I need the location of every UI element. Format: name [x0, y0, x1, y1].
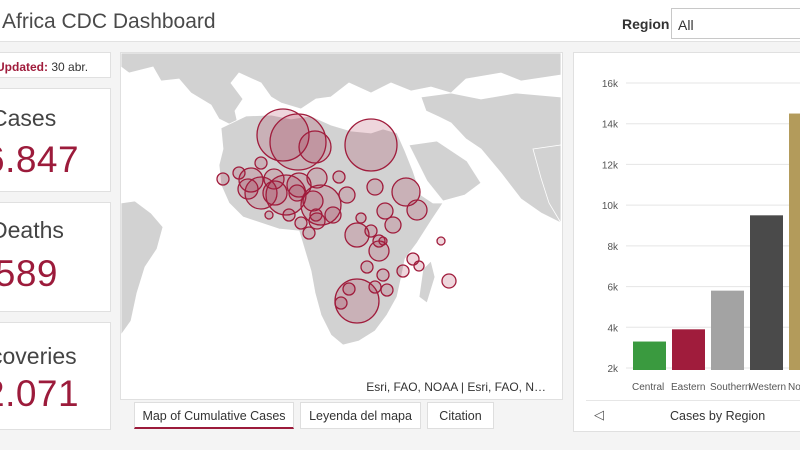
bar-western[interactable]: [750, 215, 783, 370]
recoveries-label: coveries: [0, 343, 77, 369]
tab-map-cumulative-cases[interactable]: Map of Cumulative Cases: [134, 402, 294, 429]
category-label: Eastern: [671, 382, 705, 393]
case-bubble[interactable]: [334, 296, 348, 310]
europe-landmass: [121, 53, 562, 130]
cases-card: Cases 6.847: [0, 88, 111, 192]
category-label: Nor: [788, 382, 800, 393]
y-tick-label: 14k: [602, 120, 619, 131]
arabia-landmass: [408, 140, 482, 202]
case-bubble[interactable]: [413, 260, 425, 272]
case-bubble[interactable]: [237, 178, 259, 200]
bar-nor[interactable]: [789, 113, 800, 371]
chart-prev-icon[interactable]: ◁: [594, 407, 604, 422]
case-bubble[interactable]: [406, 199, 428, 221]
case-bubble[interactable]: [360, 260, 374, 274]
region-filter-label: Region: [622, 16, 670, 32]
case-bubble[interactable]: [441, 273, 457, 289]
case-bubble[interactable]: [396, 264, 410, 278]
deaths-card: Deaths .589: [0, 202, 111, 312]
case-bubble[interactable]: [338, 186, 356, 204]
case-bubble[interactable]: [332, 170, 346, 184]
case-bubble[interactable]: [324, 206, 342, 224]
case-bubble[interactable]: [368, 280, 382, 294]
south-america-landmass: [121, 200, 164, 336]
case-bubble[interactable]: [306, 167, 328, 189]
deaths-label: Deaths: [0, 217, 64, 243]
case-bubble[interactable]: [391, 177, 421, 207]
updated-card: Updated: 30 abr.: [0, 52, 111, 78]
case-bubble[interactable]: [264, 210, 274, 220]
case-bubble[interactable]: [376, 202, 394, 220]
y-tick-label: 2k: [607, 364, 619, 375]
tab-citation[interactable]: Citation: [427, 402, 494, 429]
updated-date: 30 abr.: [51, 60, 89, 74]
case-bubble[interactable]: [364, 224, 378, 238]
case-bubble[interactable]: [269, 113, 327, 171]
case-bubble[interactable]: [342, 282, 356, 296]
bar-southern[interactable]: [711, 290, 744, 370]
case-bubble[interactable]: [254, 156, 268, 170]
y-tick-label: 4k: [607, 323, 619, 334]
bar-central[interactable]: [633, 341, 666, 370]
dashboard-title: Africa CDC Dashboard: [2, 10, 216, 33]
category-label: Western: [749, 382, 786, 393]
india-landmass: [532, 144, 562, 225]
updated-label: Updated:: [0, 60, 48, 74]
case-bubbles: [216, 108, 457, 324]
case-bubble[interactable]: [436, 236, 446, 246]
case-bubble[interactable]: [355, 212, 367, 224]
case-bubble[interactable]: [302, 226, 316, 240]
chart-panel: 2k 4k 6k 8k 10k 12k 14k 16k Central Eastern Southe…: [573, 52, 800, 432]
middle-east-landmass: [420, 92, 562, 224]
case-bubble[interactable]: [309, 208, 323, 222]
recoveries-card: coveries 2.071: [0, 322, 111, 430]
case-bubble[interactable]: [380, 283, 394, 297]
y-tick-label: 10k: [602, 201, 619, 212]
case-bubble[interactable]: [262, 180, 288, 206]
cases-label: Cases: [0, 105, 57, 131]
tab-map-legend[interactable]: Leyenda del mapa: [300, 402, 421, 429]
case-bubble[interactable]: [282, 208, 296, 222]
africa-map[interactable]: [121, 53, 563, 400]
map-panel[interactable]: Esri, FAO, NOAA | Esri, FAO, N…: [120, 52, 563, 400]
chart-divider: [586, 400, 800, 401]
region-select[interactable]: All: [671, 8, 800, 39]
deaths-value: .589: [0, 253, 59, 294]
y-tick-label: 6k: [607, 283, 619, 294]
y-tick-label: 8k: [607, 242, 619, 253]
case-bubble[interactable]: [294, 216, 308, 230]
bar-eastern[interactable]: [672, 329, 705, 370]
case-bubble[interactable]: [376, 268, 390, 282]
madagascar-landmass: [418, 260, 436, 304]
case-bubble[interactable]: [366, 178, 384, 196]
case-bubble[interactable]: [302, 190, 324, 212]
chart-caption: Cases by Region: [670, 409, 766, 423]
case-bubble[interactable]: [378, 236, 388, 246]
case-bubble[interactable]: [216, 172, 230, 186]
y-tick-label: 12k: [602, 160, 619, 171]
map-attribution: Esri, FAO, NOAA | Esri, FAO, N…: [366, 380, 546, 394]
category-label: Southern: [710, 382, 751, 393]
category-label: Central: [632, 382, 664, 393]
africa-landmass: [218, 114, 444, 346]
case-bubble[interactable]: [344, 118, 398, 172]
cases-by-region-chart: 2k 4k 6k 8k 10k 12k 14k 16k Central Eastern Southe…: [602, 79, 800, 393]
dashboard-header: Africa CDC Dashboard Region All: [0, 0, 800, 42]
case-bubble[interactable]: [344, 222, 370, 248]
y-tick-label: 16k: [602, 79, 619, 90]
recoveries-value: 2.071: [0, 373, 80, 414]
case-bubble[interactable]: [384, 216, 402, 234]
cases-value: 6.847: [0, 139, 80, 180]
case-bubble[interactable]: [288, 184, 306, 202]
case-bubble[interactable]: [298, 130, 332, 164]
